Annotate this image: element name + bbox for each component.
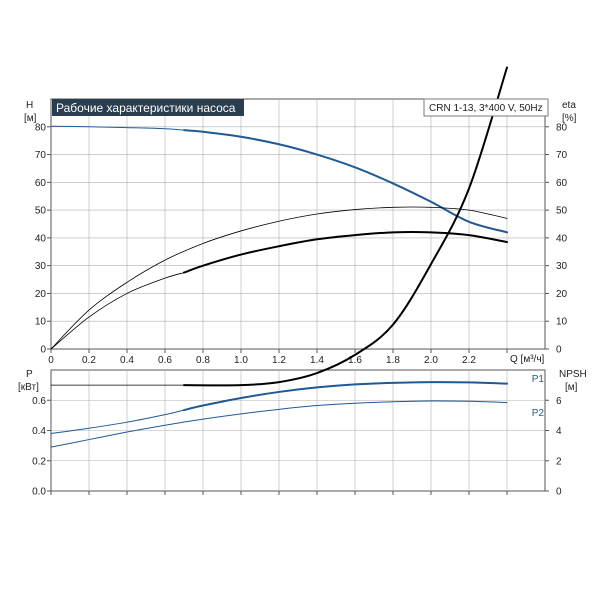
x-tick-label: 1.0 [234,355,248,366]
head-efficiency-panel: 0 0.2 0.4 0.6 0.8 1.0 1.2 1.4 1.6 1.8 2.0 2.2 0 10 20 3… [35,98,568,366]
series-eta-pump [183,230,508,274]
model-box [423,98,549,117]
x-tick-label: 2.0 [424,355,438,366]
y-right-tick-label: 6 [556,396,562,407]
y-left-tick-label: 40 [35,233,47,244]
x-tick-label: 1.6 [348,355,362,366]
y-right-tick-label: 0 [556,345,562,356]
npsh-axis-label: NPSH [559,369,587,380]
eta-axis-label: eta [562,100,576,111]
y-right-tick-label: 70 [556,150,568,161]
x-axis-label: Q [м³/ч] [510,354,545,365]
x-tick-label: 1.2 [272,355,286,366]
y-right-tick-label: 4 [556,426,562,437]
x-tick-label: 0.6 [158,355,172,366]
x-tick-label: 1.4 [310,355,324,366]
series-p1-thick [183,381,508,412]
y-left-tick-label: 0 [40,345,46,356]
h-axis-unit: [м] [24,113,37,124]
y-left-tick-label: 0.4 [32,426,46,437]
h-axis-label: H [26,100,33,111]
npsh-axis-unit: [м] [565,382,578,393]
y-left-tick-label: 0.2 [32,456,46,467]
y-left-tick-label: 60 [35,178,47,189]
eta-axis-unit: [%] [562,113,577,124]
x-tick-label: 0.4 [120,355,134,366]
y-left-tick-label: 0.6 [32,396,46,407]
series-eta-thin [50,272,185,350]
x-tick-label: 1.8 [386,355,400,366]
y-left-tick-label: 10 [35,317,47,328]
y-left-tick-label: 50 [35,206,47,217]
x-tick-label: 0.8 [196,355,210,366]
x-tick-label: 2.2 [462,355,476,366]
curve-label-p2: P2 [532,408,545,419]
series-head-thin [50,125,185,131]
y-left-tick-label: 80 [35,122,47,133]
y-right-tick-label: 10 [556,317,568,328]
y-right-tick-label: 30 [556,261,568,272]
x-tick-label: 0.2 [82,355,96,366]
y-left-tick-label: 0.0 [32,487,46,498]
y-right-tick-label: 50 [556,206,568,217]
y-right-tick-label: 0 [556,487,562,498]
y-left-tick-label: 70 [35,150,47,161]
y-right-tick-label: 60 [556,178,568,189]
chart-title: Рабочие характеристики насоса [56,101,236,115]
y-right-tick-label: 2 [556,456,562,467]
curve-label-p1: P1 [532,374,545,385]
p-axis-label: P [26,369,33,380]
y-right-tick-label: 20 [556,289,568,300]
x-tick-label: 0 [48,355,54,366]
chart-title-background [52,99,244,116]
series-p1-thin [50,409,185,435]
y-right-tick-label: 80 [556,122,568,133]
y-right-tick-label: 40 [556,233,568,244]
power-npsh-panel: 0.0 0.2 0.4 0.6 0 2 4 6 P1 P2 [32,66,562,498]
y-left-tick-label: 30 [35,261,47,272]
series-eta-total [50,206,508,350]
series-npsh-thick [183,66,508,387]
series-head-thick [183,129,508,234]
series-p2 [50,400,508,448]
p-axis-unit: [кВт] [18,382,39,393]
y-left-tick-label: 20 [35,289,47,300]
plot-frame [50,98,546,350]
model-label: CRN 1-13, 3*400 V, 50Hz [429,103,543,114]
